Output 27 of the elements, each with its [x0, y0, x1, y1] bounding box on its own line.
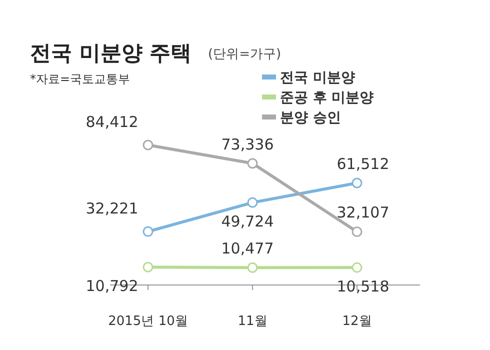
data-label: 10,792: [86, 277, 138, 296]
data-label: 84,412: [86, 113, 138, 131]
x-tick-label: 11월: [238, 314, 268, 329]
point: [142, 140, 154, 150]
x-tick-label: 2015년 10월: [108, 314, 188, 329]
x-tick-label: 12월: [342, 314, 372, 329]
data-label: 10,518: [336, 278, 390, 296]
point: [142, 262, 154, 272]
point: [352, 226, 362, 237]
data-label: 61,512: [336, 154, 390, 173]
chart-subtitle: (단위=가구): [208, 47, 282, 62]
legend-label: 전국 미분양: [280, 70, 355, 86]
point: [247, 158, 258, 169]
data-label: 10,477: [221, 240, 274, 258]
legend-label: 준공 후 미분양: [280, 90, 374, 106]
data-label: 32,221: [86, 200, 138, 218]
data-label: 73,336: [221, 135, 274, 154]
point: [142, 226, 154, 237]
point: [247, 197, 258, 208]
data-label: 32,107: [336, 204, 390, 222]
point: [352, 262, 362, 273]
chart-title: 전국 미분양 주택: [30, 41, 192, 65]
legend-label: 분양 승인: [280, 110, 341, 126]
text: *자료=국토교통부: [30, 72, 130, 86]
point: [352, 178, 362, 188]
data-label: 49,724: [221, 212, 274, 231]
point: [247, 262, 258, 273]
